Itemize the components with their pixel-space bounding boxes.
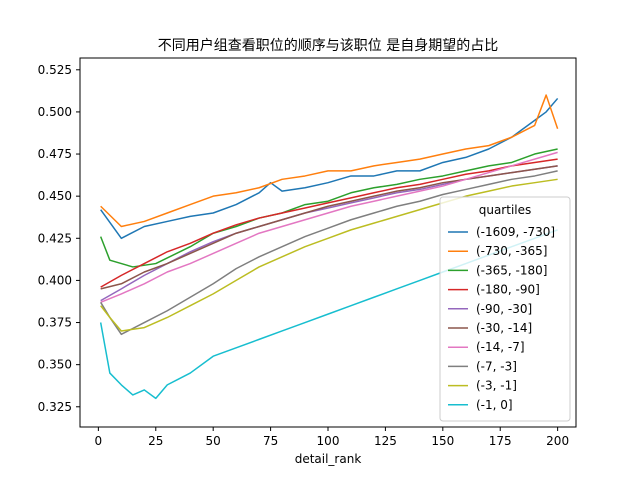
axis-ticks: 0 25 50 75 100 125 150 175 200 0.325 0.350 0.375 0.4…: [38, 63, 569, 448]
x-tick-label: 25: [148, 434, 163, 448]
legend-entry: (-14, -7]: [476, 340, 525, 354]
legend-entry: (-7, -3]: [476, 359, 517, 373]
series-line-6: [100, 151, 558, 304]
series-line-2: [99, 148, 558, 268]
legend-entry: (-30, -14]: [476, 321, 532, 335]
legend-entry: (-180, -90]: [476, 283, 540, 297]
legend-title: quartiles: [479, 203, 532, 217]
series-line-3: [100, 158, 558, 288]
y-tick-label: 0.450: [38, 189, 72, 203]
x-tick-label: 0: [95, 434, 103, 448]
x-tick-label: 50: [206, 434, 221, 448]
legend-entry: (-3, -1]: [476, 379, 517, 393]
legend-entry: (-730, -365]: [476, 244, 547, 258]
y-tick-label: 0.375: [38, 316, 72, 330]
legend-entry: (-1, 0]: [476, 398, 513, 412]
x-tick-label: 125: [374, 434, 397, 448]
series-line-5: [100, 165, 558, 290]
legend: quartiles (-1609, -730] (-730, -365] (-365,…: [439, 196, 571, 422]
y-tick-label: 0.350: [38, 358, 72, 372]
legend-entry: (-1609, -730]: [476, 225, 555, 239]
x-tick-label: 100: [317, 434, 340, 448]
chart-title: 不同用户组查看职位的顺序与该职位 是自身期望的占比: [158, 37, 498, 54]
series-line-8: [100, 178, 558, 332]
x-tick-label: 175: [489, 434, 512, 448]
series-line-7: [100, 170, 558, 336]
x-tick-label: 200: [546, 434, 569, 448]
y-tick-label: 0.400: [38, 273, 72, 287]
x-tick-label: 150: [431, 434, 454, 448]
y-tick-label: 0.525: [38, 63, 72, 77]
x-tick-label: 75: [263, 434, 278, 448]
y-tick-label: 0.325: [38, 400, 72, 414]
legend-box: [439, 196, 571, 422]
x-axis-title: detail_rank: [295, 452, 362, 466]
series-line-1: [100, 94, 559, 228]
y-tick-label: 0.425: [38, 231, 72, 245]
y-tick-label: 0.475: [38, 147, 72, 161]
legend-entry: (-90, -30]: [476, 302, 532, 316]
y-tick-label: 0.500: [38, 105, 72, 119]
legend-entry: (-365, -180]: [476, 263, 547, 277]
